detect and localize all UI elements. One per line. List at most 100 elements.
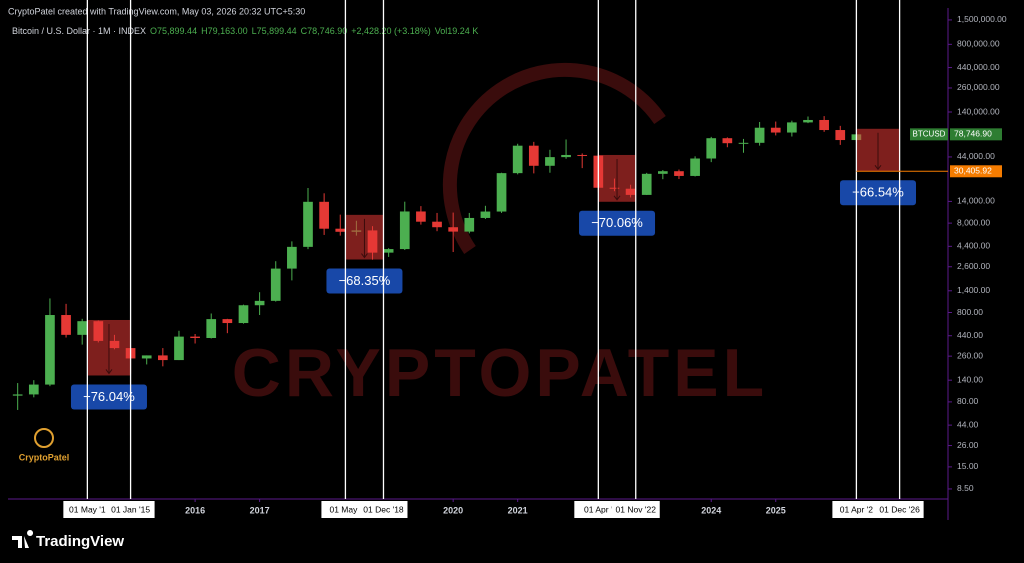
candle-body <box>303 201 313 247</box>
marker-label: 01 Nov '22 <box>616 504 657 514</box>
candle-body <box>45 315 55 385</box>
price-tag <box>950 165 1002 178</box>
y-tick-label: 440.00 <box>957 330 983 340</box>
y-tick-label: 440,000.00 <box>957 62 1000 72</box>
candle-body <box>335 228 346 232</box>
watermark: CRYPTOPATEL <box>232 335 768 411</box>
y-tick-label: 260,000.00 <box>957 82 1000 92</box>
series-name-tag <box>910 128 948 141</box>
drawdown-arrow <box>613 158 621 201</box>
watermark-arc <box>442 62 666 254</box>
y-tick-label: 800.00 <box>957 307 983 317</box>
ohlc-value: L75,899.44 <box>252 26 297 36</box>
marker-label-box <box>106 501 155 518</box>
price-tag-label: 78,746.90 <box>954 129 992 139</box>
y-tick-label: 260.00 <box>957 350 983 360</box>
candle-body <box>528 145 539 166</box>
marker-label-box <box>359 501 408 518</box>
candle-body <box>658 171 668 174</box>
y-tick-label: 44,000.00 <box>957 151 995 161</box>
candle-body <box>577 154 588 156</box>
footer-brand: TradingView <box>36 533 124 550</box>
x-tick-label: 2020 <box>443 505 463 515</box>
symbol-name: Bitcoin / U.S. Dollar · 1M · INDEX <box>12 26 146 36</box>
logo-icon <box>34 428 54 448</box>
marker-label: 01 Apr '2 <box>840 504 874 514</box>
candle-body <box>770 127 781 133</box>
ohlc-value: O75,899.44 <box>150 26 197 36</box>
marker-label-box <box>875 501 924 518</box>
x-tick-label: 2024 <box>701 505 721 515</box>
drawdown-label: −66.54% <box>852 185 904 200</box>
y-tick-label: 44.00 <box>957 419 979 429</box>
drawdown-label: −76.04% <box>83 389 135 404</box>
candle-body <box>480 211 491 218</box>
candle-body <box>416 211 426 222</box>
candle-body <box>270 268 281 301</box>
candle-body <box>254 300 265 306</box>
candle-body <box>754 127 765 143</box>
marker-label-box <box>574 501 623 518</box>
candle-body <box>28 384 39 395</box>
y-tick-label: 800,000.00 <box>957 39 1000 49</box>
x-tick-label: 2025 <box>766 505 786 515</box>
y-tick-label: 2,600.00 <box>957 261 990 271</box>
marker-label-box <box>321 501 370 518</box>
candle-body <box>190 336 200 338</box>
candle-body <box>690 158 700 176</box>
marker-label: 01 Dec '18 <box>363 504 404 514</box>
marker-label: 01 May ' <box>329 504 361 514</box>
candle-body <box>819 119 829 131</box>
candle-body <box>803 119 813 123</box>
drawdown-label: −68.35% <box>339 273 391 288</box>
y-tick-label: 26.00 <box>957 440 979 450</box>
y-tick-label: 140,000.00 <box>957 106 1000 116</box>
candle-body <box>545 157 555 166</box>
candle-body <box>287 246 297 269</box>
y-tick-label: 14,000.00 <box>957 196 995 206</box>
candle-body <box>77 321 88 335</box>
drawdown-label-box <box>70 384 147 410</box>
marker-label-box <box>611 501 660 518</box>
logo-text: CryptoPatel <box>19 452 70 462</box>
candle-body <box>141 355 152 359</box>
candle-body <box>432 221 442 228</box>
y-tick-label: 80.00 <box>957 396 979 406</box>
series-name: BTCUSD <box>913 129 946 138</box>
x-tick-label: 2021 <box>508 505 528 515</box>
candle-body <box>12 394 23 396</box>
drawdown-arrow <box>105 323 113 375</box>
x-tick-label: 2017 <box>250 505 270 515</box>
attribution: CryptoPatel created with TradingView.com… <box>8 6 305 16</box>
price-tag <box>950 128 1002 141</box>
candle-body <box>61 315 71 335</box>
candle-body <box>319 201 329 229</box>
drawdown-label-box <box>840 180 916 206</box>
candle-body <box>158 355 168 361</box>
candle-body <box>706 138 717 159</box>
marker-label: 01 Dec '26 <box>879 504 920 514</box>
y-tick-label: 140.00 <box>957 374 983 384</box>
candle-body <box>448 227 458 232</box>
candle-body <box>835 130 846 141</box>
y-tick-label: 8,000.00 <box>957 217 990 227</box>
marker-label: 01 Apr ' <box>584 504 613 514</box>
price-tag-label: 30,405.92 <box>954 166 992 176</box>
symbol-legend: Bitcoin / U.S. Dollar · 1M · INDEX O75,89… <box>12 26 478 36</box>
candle-body <box>787 122 797 133</box>
candle-body <box>206 319 217 338</box>
candle-body <box>641 173 652 195</box>
y-tick-label: 4,400.00 <box>957 241 990 251</box>
candle-body <box>512 145 523 174</box>
ohlc-value: C78,746.90 <box>301 26 348 36</box>
marker-label-box <box>63 501 112 518</box>
candle-body <box>399 211 410 250</box>
footer-logo <box>12 530 34 548</box>
drawdown-arrow <box>874 132 882 171</box>
candle-body <box>722 138 733 144</box>
candle-body <box>464 217 475 232</box>
marker-label: 01 May '1 <box>69 504 106 514</box>
